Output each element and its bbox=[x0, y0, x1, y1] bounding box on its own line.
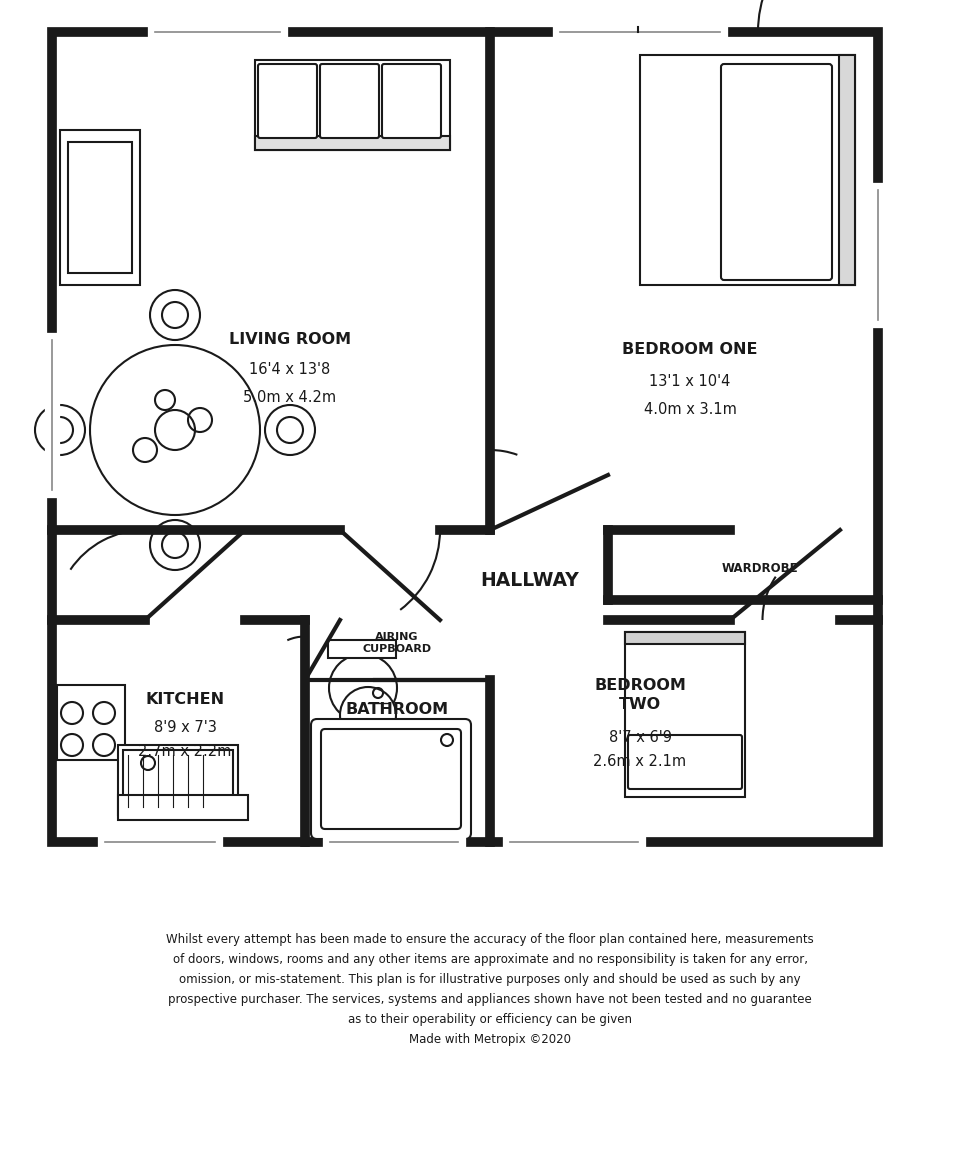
Bar bbox=[255, 60, 450, 150]
FancyBboxPatch shape bbox=[628, 735, 742, 789]
Bar bbox=[57, 685, 125, 760]
FancyBboxPatch shape bbox=[311, 719, 471, 838]
Text: BATHROOM: BATHROOM bbox=[345, 703, 449, 718]
Bar bbox=[328, 641, 396, 658]
Bar bbox=[640, 55, 855, 285]
Bar bbox=[839, 55, 855, 285]
Text: 16'4 x 13'8: 16'4 x 13'8 bbox=[249, 363, 330, 377]
Text: HALLWAY: HALLWAY bbox=[480, 570, 579, 589]
Text: 13'1 x 10'4: 13'1 x 10'4 bbox=[650, 375, 731, 390]
Text: 8'7 x 6'9: 8'7 x 6'9 bbox=[609, 731, 671, 746]
Text: 2.7m x 2.2m: 2.7m x 2.2m bbox=[138, 745, 231, 760]
Circle shape bbox=[265, 405, 315, 456]
Circle shape bbox=[340, 687, 396, 744]
Bar bbox=[118, 745, 238, 815]
Circle shape bbox=[329, 653, 397, 723]
FancyBboxPatch shape bbox=[258, 64, 317, 138]
Text: AIRING
CUPBOARD: AIRING CUPBOARD bbox=[363, 632, 431, 653]
Circle shape bbox=[90, 345, 260, 515]
Bar bbox=[625, 632, 745, 797]
FancyBboxPatch shape bbox=[320, 64, 379, 138]
Text: LIVING ROOM: LIVING ROOM bbox=[229, 333, 351, 348]
Bar bbox=[123, 749, 233, 810]
Bar bbox=[625, 632, 745, 644]
Text: BEDROOM
TWO: BEDROOM TWO bbox=[594, 678, 686, 712]
Bar bbox=[118, 795, 248, 820]
Bar bbox=[255, 136, 450, 150]
Text: 5.0m x 4.2m: 5.0m x 4.2m bbox=[243, 390, 336, 405]
Circle shape bbox=[150, 520, 200, 570]
Text: 2.6m x 2.1m: 2.6m x 2.1m bbox=[594, 754, 687, 769]
Bar bbox=[60, 130, 140, 285]
FancyBboxPatch shape bbox=[721, 64, 832, 280]
Text: WARDROBE: WARDROBE bbox=[721, 562, 799, 575]
Bar bbox=[68, 142, 132, 273]
Text: Whilst every attempt has been made to ensure the accuracy of the floor plan cont: Whilst every attempt has been made to en… bbox=[167, 933, 813, 1047]
Bar bbox=[52, 32, 878, 842]
Text: KITCHEN: KITCHEN bbox=[145, 692, 224, 707]
Text: 4.0m x 3.1m: 4.0m x 3.1m bbox=[644, 403, 736, 418]
FancyBboxPatch shape bbox=[382, 64, 441, 138]
Circle shape bbox=[35, 405, 85, 456]
FancyBboxPatch shape bbox=[321, 730, 461, 829]
Text: BEDROOM ONE: BEDROOM ONE bbox=[622, 342, 758, 357]
Circle shape bbox=[150, 290, 200, 340]
Text: 8'9 x 7'3: 8'9 x 7'3 bbox=[154, 719, 217, 734]
